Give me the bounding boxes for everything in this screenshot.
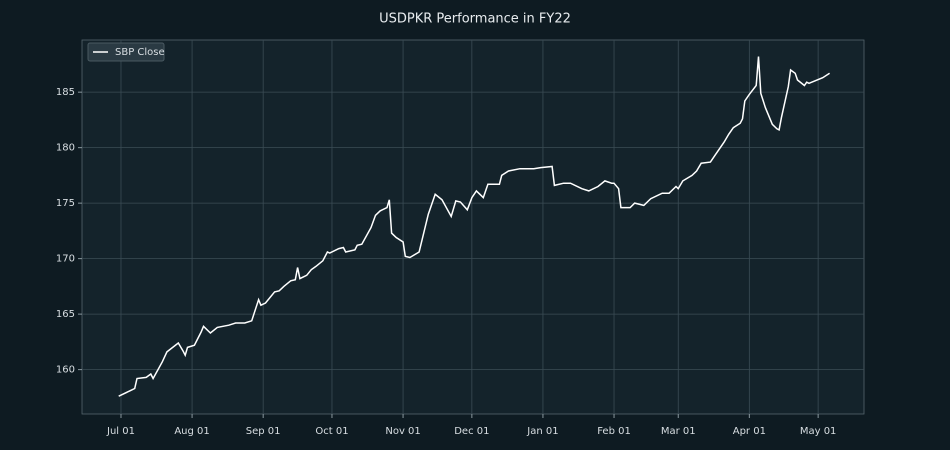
x-tick-label: May 01: [800, 426, 837, 437]
line: [118, 56, 831, 397]
x-tick-label: Jul 01: [106, 426, 135, 437]
x-tick-label: Feb 01: [597, 426, 631, 437]
x-tick-label: Jan 01: [526, 426, 558, 437]
chart-title: USDPKR Performance in FY22: [379, 12, 571, 27]
x-tick-label: Aug 01: [174, 426, 209, 437]
y-tick-label: 175: [56, 198, 75, 209]
x-tick-label: Sep 01: [246, 426, 281, 437]
y-tick-label: 180: [56, 143, 75, 154]
y-tick-label: 170: [56, 254, 75, 265]
x-tick-label: Apr 01: [733, 426, 766, 437]
legend-box: [87, 42, 165, 62]
plot-area: [81, 39, 865, 415]
y-tick-label: 185: [56, 87, 75, 98]
legend-label: SBP Close: [115, 47, 165, 58]
y-tick-label: 165: [56, 309, 75, 320]
x-tick-label: Nov 01: [385, 426, 420, 437]
x-tick-label: Oct 01: [315, 426, 348, 437]
y-tick-label: 160: [56, 365, 75, 376]
x-tick-label: Dec 01: [454, 426, 489, 437]
x-tick-label: Mar 01: [661, 426, 696, 437]
